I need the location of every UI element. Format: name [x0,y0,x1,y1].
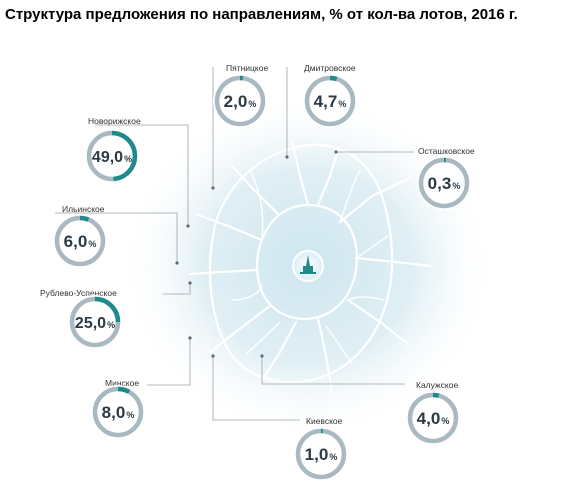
leader-dots [175,150,338,358]
value-pyatnitskoe: 2,0% [224,92,257,111]
road-network [188,138,432,394]
value-unit-pyatnitskoe: % [248,99,256,109]
gauge-bg-rublevo [68,295,122,349]
gauge-novorizhskoe: 49,0% [85,129,139,183]
value-kievskoe: 1,0% [305,445,338,464]
gauge-ostashkovskoe: 0,3% [417,156,471,210]
value-number-kaluzhskoe: 4,0 [417,409,441,428]
gauge-pyatnitskoe: 2,0% [213,74,267,128]
gauge-bg-ilinskoe [53,214,107,268]
value-minskoe: 8,0% [102,403,135,422]
gauge-bg-ostashkovskoe [417,156,471,210]
value-number-minskoe: 8,0 [102,403,126,422]
label-minskoe: Минское [105,378,139,388]
gauge-ilinskoe: 6,0% [53,214,107,268]
value-kaluzhskoe: 4,0% [417,409,450,428]
value-unit-kievskoe: % [329,452,337,462]
leader-lines [55,67,414,421]
value-number-kievskoe: 1,0 [305,445,329,464]
kremlin-emblem [292,250,324,282]
leader-ilinskoe [55,212,178,263]
label-rublevo: Рублево-Успенское [40,288,117,298]
gauge-dmitrovskoe: 4,7% [303,74,357,128]
value-ilinskoe: 6,0% [64,232,97,251]
label-dmitrovskoe: Дмитровское [304,63,356,73]
chart-title: Структура предложения по направлениям, %… [5,6,518,23]
gauge-arc-dmitrovskoe [329,75,338,82]
dot-dmitrovskoe [285,155,289,159]
value-unit-dmitrovskoe: % [338,99,346,109]
dot-pyatnitskoe [211,186,215,190]
value-number-novorizhskoe: 49,0 [92,149,123,166]
leader-minskoe [147,338,191,386]
gauge-bg-dmitrovskoe [303,74,357,128]
value-ostashkovskoe: 0,3% [428,174,461,193]
dot-ilinskoe [175,261,179,265]
value-unit-ostashkovskoe: % [452,181,460,191]
gauge-arc-ilinskoe [79,215,90,222]
label-novorizhskoe: Новорижское [88,116,141,126]
gauge-minskoe: 8,0% [91,385,145,439]
value-unit-kaluzhskoe: % [441,416,449,426]
value-novorizhskoe: 49,0% [92,149,132,166]
dot-minskoe [188,336,192,340]
gauge-bg-kievskoe [294,427,348,481]
gauge-bg-pyatnitskoe [213,74,267,128]
label-ilinskoe: Ильинское [62,204,105,214]
dot-kievskoe [211,354,215,358]
label-pyatnitskoe: Пятницкое [226,63,268,73]
leader-rublevo [163,283,191,295]
gauge-kaluzhskoe: 4,0% [406,391,460,445]
donut-gauges: 2,0% 4,7%49,0%0,3%6,0%25,0%8,0% 4,0%1,0% [53,74,471,481]
leader-kaluzhskoe [261,356,405,385]
value-unit-novorizhskoe: % [124,154,132,164]
gauge-arc-rublevo [94,296,121,323]
value-number-ilinskoe: 6,0 [64,232,88,251]
value-number-pyatnitskoe: 2,0 [224,92,248,111]
label-kaluzhskoe: Калужское [416,380,458,390]
gauge-bg-minskoe [91,385,145,439]
value-number-rublevo: 25,0 [75,315,106,332]
gauge-kievskoe: 1,0% [294,427,348,481]
gauge-arc-kaluzhskoe [432,392,440,398]
value-unit-minskoe: % [126,410,134,420]
dot-novorizhskoe [186,224,190,228]
value-dmitrovskoe: 4,7% [314,92,347,111]
gauge-rublevo: 25,0% [68,295,122,349]
value-unit-rublevo: % [107,320,115,330]
direction-labels: Пятницкое Дмитровское Новорижское Осташк… [40,63,475,426]
dot-rublevo [188,281,192,285]
label-ostashkovskoe: Осташковское [418,146,475,156]
gauge-arc-novorizhskoe [111,130,138,182]
value-number-ostashkovskoe: 0,3 [428,174,452,193]
gauge-bg-novorizhskoe [85,129,139,183]
dot-ostashkovskoe [334,150,338,154]
gauge-arc-minskoe [117,386,131,394]
value-rublevo: 25,0% [75,315,115,332]
leader-novorizhskoe [95,124,189,226]
dot-kaluzhskoe [260,354,264,358]
value-number-dmitrovskoe: 4,7 [314,92,338,111]
gauge-bg-kaluzhskoe [406,391,460,445]
label-kievskoe: Киевское [306,416,343,426]
value-unit-ilinskoe: % [88,239,96,249]
leader-kievskoe [212,356,300,421]
